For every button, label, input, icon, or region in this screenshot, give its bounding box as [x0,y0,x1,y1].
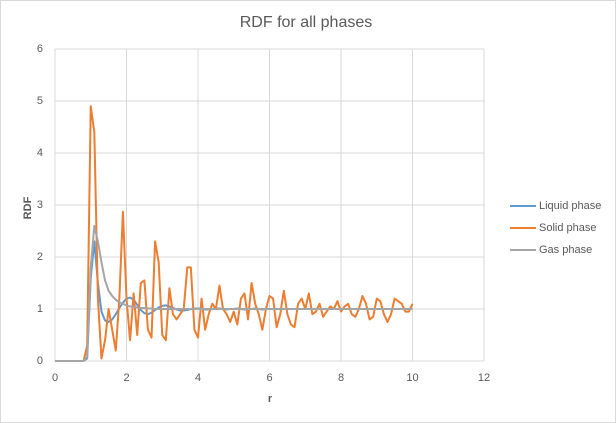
y-tick-label: 1 [37,303,43,315]
y-axis-title: RDF [22,196,34,219]
x-axis-title: r [268,393,273,405]
chart-title: RDF for all phases [240,14,373,31]
y-tick-label: 3 [37,199,43,211]
x-tick-label: 6 [266,372,272,384]
legend-label: Solid phase [539,222,597,234]
x-tick-label: 2 [123,372,129,384]
y-tick-label: 0 [37,355,43,367]
x-tick-label: 12 [478,372,490,384]
y-tick-label: 2 [37,251,43,263]
series-line [55,224,413,362]
series-line [55,105,414,362]
x-tick-label: 8 [338,372,344,384]
legend-label: Liquid phase [539,200,601,212]
y-tick-label: 4 [37,147,43,159]
x-tick-label: 4 [195,372,201,384]
x-tick-label: 0 [52,372,58,384]
x-tick-label: 10 [406,372,418,384]
legend-label: Gas phase [539,244,592,256]
y-tick-label: 6 [37,43,43,55]
y-tick-label: 5 [37,95,43,107]
